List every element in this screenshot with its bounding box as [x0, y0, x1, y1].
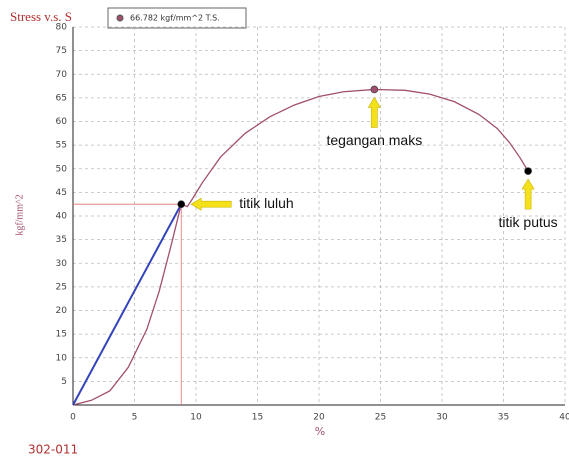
- y-tick-label: 25: [56, 282, 67, 292]
- annotation-label: titik putus: [499, 214, 558, 230]
- y-tick-label: 65: [56, 93, 67, 103]
- y-tick-label: 20: [56, 306, 68, 316]
- x-tick-label: 25: [375, 413, 386, 423]
- annotation-arrow: [190, 197, 232, 211]
- y-axis-label: kgf/mm^2: [14, 194, 25, 235]
- y-tick-label: 70: [56, 70, 68, 80]
- x-tick-label: 40: [559, 413, 569, 423]
- x-tick-label: 30: [436, 413, 448, 423]
- y-tick-label: 55: [56, 141, 67, 151]
- y-tick-label: 5: [61, 377, 67, 387]
- chart-title: Stress v.s. S: [10, 9, 72, 24]
- x-tick-label: 15: [252, 413, 263, 423]
- y-tick-label: 50: [56, 164, 68, 174]
- annotation-arrow: [521, 178, 535, 210]
- y-tick-label: 30: [56, 259, 68, 269]
- y-tick-label: 40: [56, 212, 68, 222]
- point-marker: [524, 167, 532, 175]
- legend-box: [107, 7, 247, 29]
- legend-label: 66.782 kgf/mm^2 T.S.: [130, 14, 220, 23]
- annotation-label: tegangan maks: [326, 132, 422, 148]
- y-tick-label: 15: [56, 330, 67, 340]
- x-tick-label: 35: [498, 413, 509, 423]
- footer: 302-011: [28, 443, 78, 457]
- series-line: [72, 88, 529, 406]
- y-tick-label: 60: [56, 117, 68, 127]
- point-marker: [177, 200, 186, 208]
- y-tick-label: 45: [56, 188, 67, 198]
- x-axis-label: %: [315, 425, 325, 438]
- point-marker: [370, 85, 379, 94]
- series-line: [72, 203, 183, 406]
- x-tick-label: 0: [70, 413, 76, 423]
- y-tick-label: 80: [56, 23, 68, 33]
- annotation-label: titik luluh: [239, 195, 293, 211]
- x-tick-label: 10: [190, 413, 202, 423]
- y-tick-label: 75: [56, 46, 67, 56]
- x-tick-label: 5: [132, 413, 138, 423]
- y-tick-label: 35: [56, 235, 67, 245]
- annotation-arrow: [367, 96, 381, 128]
- legend-marker: [116, 14, 124, 22]
- x-tick-label: 20: [313, 413, 325, 423]
- y-tick-label: 10: [56, 353, 68, 363]
